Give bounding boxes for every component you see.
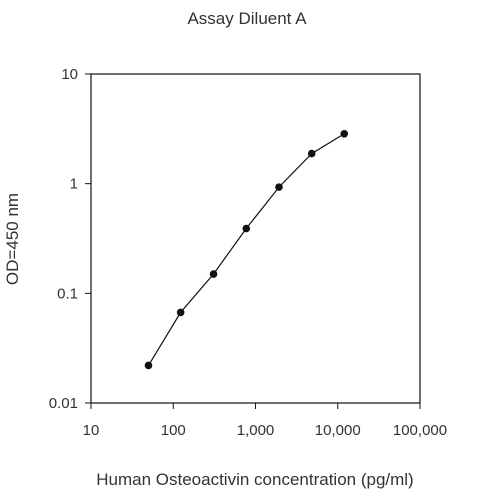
data-point bbox=[275, 183, 283, 191]
y-tick-label: 10 bbox=[61, 66, 78, 83]
y-axis-ticks bbox=[85, 73, 91, 404]
x-axis-ticks bbox=[90, 403, 421, 409]
data-point bbox=[176, 308, 185, 317]
y-tick-label: 1 bbox=[70, 176, 78, 193]
data-points bbox=[144, 129, 349, 370]
plot-frame bbox=[90, 73, 421, 404]
data-point bbox=[209, 270, 218, 278]
standard-curve-line bbox=[147, 133, 345, 366]
x-axis-label: Human Osteoactivin concentration (pg/ml) bbox=[96, 470, 413, 489]
data-point bbox=[144, 361, 153, 370]
y-axis-label: OD=450 nm bbox=[3, 193, 22, 285]
x-tick-label: 100,000 bbox=[393, 422, 447, 439]
x-tick-label: 10 bbox=[83, 422, 100, 439]
x-tick-label: 100 bbox=[161, 422, 186, 439]
chart-title: Assay Diluent A bbox=[187, 9, 307, 28]
data-point bbox=[242, 224, 251, 233]
y-tick-label: 0.01 bbox=[49, 395, 78, 412]
x-tick-label: 10,000 bbox=[315, 422, 361, 439]
y-axis-tick-labels: 0.01 0.1 1 10 bbox=[49, 66, 78, 412]
x-tick-label: 1,000 bbox=[237, 422, 275, 439]
y-tick-label: 0.1 bbox=[57, 285, 78, 302]
x-axis-tick-labels: 10 100 1,000 10,000 100,000 bbox=[83, 422, 447, 439]
data-point bbox=[307, 149, 316, 158]
data-point bbox=[340, 129, 349, 138]
